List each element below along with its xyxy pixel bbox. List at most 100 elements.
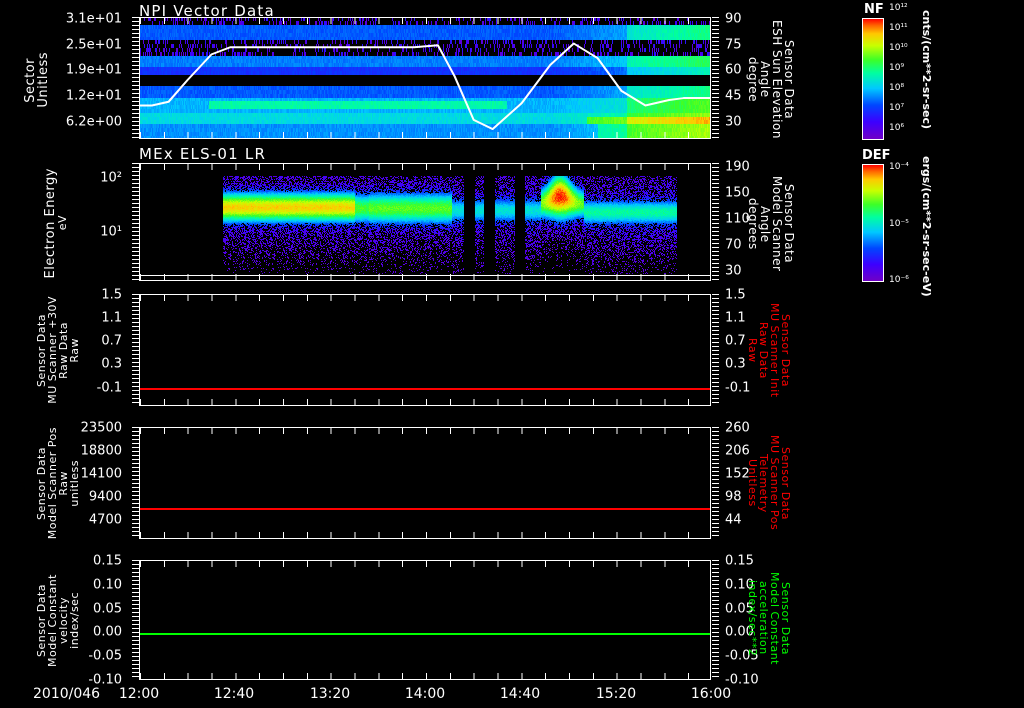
panel-1-title: NPI Vector Data xyxy=(139,2,275,20)
panel-3-left-minor-ticks xyxy=(132,294,139,406)
panel-1-left-axis-line-1: Unitless xyxy=(36,52,51,108)
panel-4-right-ytick-2: 152 xyxy=(725,466,750,482)
panel-2-right-ytick-1: 150 xyxy=(725,185,750,201)
panel-3-bottom-xticks xyxy=(140,399,710,405)
panel-2-right-ytick-2: 110 xyxy=(725,211,750,227)
panel-1-ytick-0: 3.1e+01 xyxy=(65,11,122,27)
panel-4-left-minor-ticks xyxy=(132,427,139,539)
panel-5-bottom-xticks xyxy=(140,673,710,679)
panel-4-right-minor-ticks xyxy=(712,427,719,539)
panel-4-right-ytick-3: 98 xyxy=(725,489,742,505)
panel-4-ytick-0: 23500 xyxy=(80,420,122,436)
panel-4-plot-area[interactable] xyxy=(139,427,711,539)
panel-1-ytick-3: 1.2e+01 xyxy=(65,88,122,104)
panel-5-plot-area[interactable] xyxy=(139,560,711,680)
x-axis-tick-4: 14:40 xyxy=(499,686,541,702)
colorbar-2-tick-2: 10⁻⁶ xyxy=(889,275,909,285)
panel-1-right-axis-line-0: Sensor Data xyxy=(782,39,796,120)
panel-2-plot-area[interactable] xyxy=(139,163,711,281)
panel-4-ytick-2: 14100 xyxy=(80,466,122,482)
panel-5-right-axis-line-3: index/sec**2 xyxy=(746,579,759,657)
panel-3-left-axis-title: Sensor Data MU Scanner +30V Raw Data Raw xyxy=(35,296,81,404)
panel-1-right-ytick-3: 45 xyxy=(725,88,742,104)
panel-1-ytick-1: 2.5e+01 xyxy=(65,37,122,53)
panel-2-right-ytick-0: 190 xyxy=(725,159,750,175)
panel-5-ytick-3: 0.00 xyxy=(93,624,122,640)
panel-5-right-ytick-1: 0.10 xyxy=(725,577,754,593)
panel-2-right-ytick-3: 70 xyxy=(725,237,742,253)
panel-4-left-axis-line-3: unitless xyxy=(68,459,81,507)
colorbar-1-gradient xyxy=(862,18,884,140)
panel-2-left-axis-title: Electron Energy eV xyxy=(43,168,69,278)
panel-2-left-axis-line-1: eV xyxy=(56,215,69,231)
panel-3-right-minor-ticks xyxy=(712,294,719,406)
panel-1-right-axis-line-1: ESH Sun Elevation xyxy=(770,20,784,139)
panel-5-ytick-5: -0.10 xyxy=(88,672,122,688)
panel-4-ytick-4: 4700 xyxy=(88,512,122,528)
panel-3-right-ytick-3: 0.3 xyxy=(725,356,746,372)
colorbar-1-tick-6: 10⁶ xyxy=(889,123,905,133)
panel-1-right-axis-line-3: degree xyxy=(746,56,760,103)
panel-2-ytick-0: 10² xyxy=(100,170,122,186)
panel-3-top-xticks xyxy=(140,295,710,301)
x-axis-tick-3: 14:00 xyxy=(404,686,446,702)
panel-4-left-axis-title: Sensor Data Model Scanner Pos Raw unitle… xyxy=(35,427,81,539)
panel-2-right-ytick-4: 30 xyxy=(725,263,742,279)
panel-5-right-ytick-0: 0.15 xyxy=(725,553,754,569)
panel-4-right-axis-line-0: Sensor Data xyxy=(779,446,792,520)
panel-1-right-ytick-1: 75 xyxy=(725,37,742,53)
panel-5-right-axis-line-2: acceleration xyxy=(757,581,770,655)
panel-3-ytick-3: 0.3 xyxy=(101,356,122,372)
panel-1-left-minor-ticks xyxy=(132,17,139,139)
panel-3-plot-area[interactable] xyxy=(139,294,711,406)
colorbar-2-tick-0: 10⁻⁴ xyxy=(889,162,909,172)
panel-5-right-axis-title: Sensor Data Model Constant acceleration … xyxy=(746,562,792,674)
panel-3-ytick-2: 0.7 xyxy=(101,333,122,349)
panel-4-right-axis-line-2: Telemetry xyxy=(757,453,770,513)
panel-1-ytick-4: 6.2e+00 xyxy=(65,114,122,130)
panel-3-ytick-4: -0.1 xyxy=(96,380,122,396)
panel-4-right-axis-line-1: MU Scanner Pos xyxy=(768,435,781,531)
colorbar-1-label: NF xyxy=(864,2,884,17)
colorbar-1-tick-0: 10¹² xyxy=(889,3,908,13)
panel-5-trace xyxy=(140,633,710,635)
panel-3-right-ytick-4: -0.1 xyxy=(725,380,751,396)
colorbar-1-units: cnts/(cm**2-sr-sec) xyxy=(920,10,933,130)
colorbar-1-tick-2: 10¹⁰ xyxy=(889,43,908,53)
colorbar-2-tick-1: 10⁻⁵ xyxy=(889,219,909,229)
npi-spectrogram-canvas xyxy=(140,18,710,138)
panel-5-right-ytick-5: -0.10 xyxy=(725,672,759,688)
panel-4-top-xticks xyxy=(140,428,710,434)
panel-5-left-axis-title: Sensor Data Model Constant velocity inde… xyxy=(35,568,81,672)
colorbar-2-label: DEF xyxy=(862,148,891,163)
panel-4-ytick-1: 18800 xyxy=(80,443,122,459)
panel-5-ytick-4: -0.05 xyxy=(88,648,122,664)
panel-3-ytick-0: 1.5 xyxy=(101,287,122,303)
panel-5-top-xticks xyxy=(140,561,710,567)
panel-5-right-ytick-2: 0.05 xyxy=(725,601,754,617)
panel-2-right-minor-ticks xyxy=(712,163,719,281)
panel-2-left-minor-ticks xyxy=(132,163,139,281)
panel-1-plot-area[interactable] xyxy=(139,17,711,139)
panel-3-left-axis-line-3: Raw xyxy=(68,337,81,363)
panel-4-right-axis-line-3: Unitless xyxy=(746,459,759,507)
panel-3-right-ytick-1: 1.1 xyxy=(725,310,746,326)
panel-5-ytick-0: 0.15 xyxy=(93,553,122,569)
panel-4-right-ytick-4: 44 xyxy=(725,512,742,528)
panel-1-right-axis-title: Sensor Data ESH Sun Elevation Angle degr… xyxy=(746,20,796,139)
panel-3-trace xyxy=(140,388,710,390)
panel-2-right-axis-line-2: Angle xyxy=(758,205,772,243)
panel-1-right-minor-ticks xyxy=(712,17,719,139)
panel-2-right-axis-title: Sensor Data Model Scanner Angle degrees xyxy=(746,168,796,280)
panel-2-right-axis-line-3: degrees xyxy=(746,198,760,250)
panel-1-ytick-2: 1.9e+01 xyxy=(65,62,122,78)
panel-5-ytick-1: 0.10 xyxy=(93,577,122,593)
panel-2-right-axis-line-1: Model Scanner xyxy=(770,176,784,272)
panel-3-right-axis-line-1: MU Scanner Init xyxy=(768,302,781,398)
x-axis-tick-5: 15:20 xyxy=(595,686,637,702)
colorbar-1-tick-3: 10⁹ xyxy=(889,63,905,73)
panel-4-right-axis-title: Sensor Data MU Scanner Pos Telemetry Uni… xyxy=(746,431,792,535)
panel-5-ytick-2: 0.05 xyxy=(93,601,122,617)
colorbar-1-tick-1: 10¹¹ xyxy=(889,23,908,33)
